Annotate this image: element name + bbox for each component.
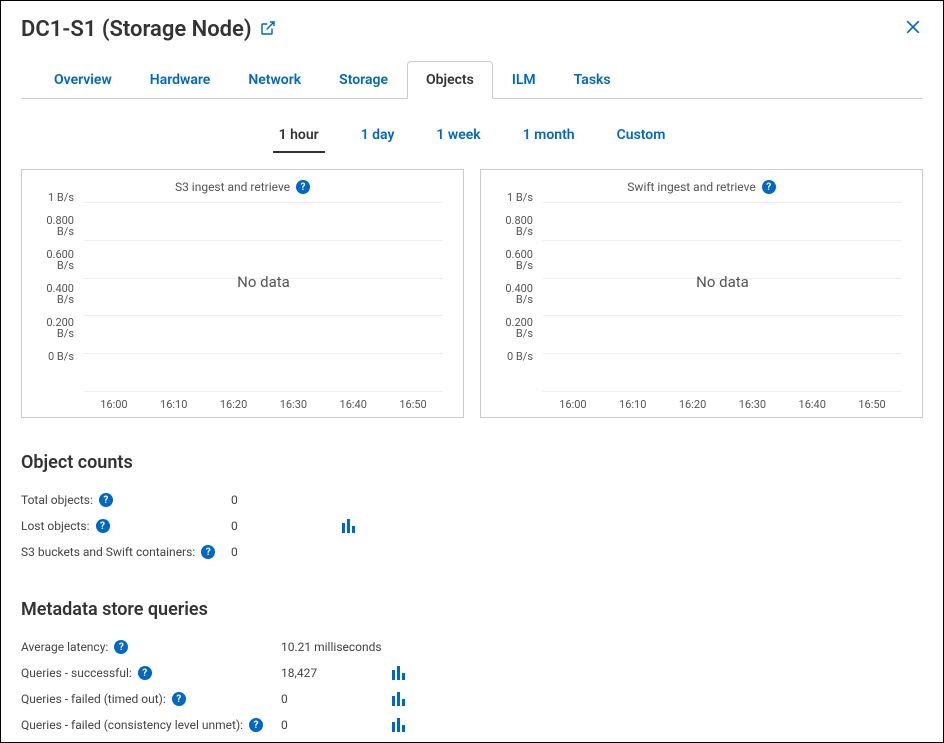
help-icon[interactable]: ? xyxy=(201,545,215,559)
data-row: Queries - successful: ?18,427 xyxy=(21,660,923,686)
row-value: 0 xyxy=(231,519,341,533)
help-icon[interactable]: ? xyxy=(99,493,113,507)
row-label: S3 buckets and Swift containers: ? xyxy=(21,545,231,559)
y-axis-labels: 1 B/s 0.800 B/s 0.600 B/s 0.400 B/s 0.20… xyxy=(487,196,533,366)
tab-storage[interactable]: Storage xyxy=(320,61,407,99)
help-icon[interactable]: ? xyxy=(296,180,310,194)
row-value: 0 xyxy=(281,692,391,706)
row-label: Total objects: ? xyxy=(21,493,231,507)
row-value: 0 xyxy=(281,718,391,732)
chart-swift-ingest: Swift ingest and retrieve ? 1 B/s 0.800 … xyxy=(480,169,923,418)
chart-icon[interactable] xyxy=(391,666,407,680)
data-row: Average latency: ?10.21 milliseconds xyxy=(21,634,923,660)
chart-icon[interactable] xyxy=(391,718,407,732)
help-icon[interactable]: ? xyxy=(138,666,152,680)
row-value: 0 xyxy=(231,545,341,559)
object-counts-heading: Object counts xyxy=(21,452,923,473)
close-icon[interactable] xyxy=(903,17,923,43)
time-1hour[interactable]: 1 hour xyxy=(273,119,325,153)
row-label: Average latency: ? xyxy=(21,640,281,654)
x-axis-labels: 16:00 16:10 16:20 16:30 16:40 16:50 xyxy=(84,398,443,411)
time-range-tabs: 1 hour 1 day 1 week 1 month Custom xyxy=(21,119,923,153)
help-icon[interactable]: ? xyxy=(96,519,110,533)
tab-objects[interactable]: Objects xyxy=(407,61,493,99)
external-link-icon[interactable] xyxy=(260,17,276,42)
chart-icon[interactable] xyxy=(341,519,357,533)
chart-title-text: S3 ingest and retrieve xyxy=(175,180,290,194)
tab-tasks[interactable]: Tasks xyxy=(555,61,630,99)
row-label: Queries - successful: ? xyxy=(21,666,281,680)
chart-icon[interactable] xyxy=(391,692,407,706)
data-row: Queries - failed (consistency level unme… xyxy=(21,712,923,738)
tab-overview[interactable]: Overview xyxy=(35,61,131,99)
no-data-text: No data xyxy=(696,273,749,291)
data-row: Lost objects: ?0 xyxy=(21,513,923,539)
tab-network[interactable]: Network xyxy=(229,61,320,99)
chart-title-text: Swift ingest and retrieve xyxy=(627,180,755,194)
help-icon[interactable]: ? xyxy=(249,718,263,732)
row-value: 0 xyxy=(231,493,341,507)
data-row: Total objects: ?0 xyxy=(21,487,923,513)
data-row: S3 buckets and Swift containers: ?0 xyxy=(21,539,923,565)
row-label: Lost objects: ? xyxy=(21,519,231,533)
time-1month[interactable]: 1 month xyxy=(517,119,581,153)
time-custom[interactable]: Custom xyxy=(611,119,672,153)
tab-hardware[interactable]: Hardware xyxy=(131,61,230,99)
metadata-queries-heading: Metadata store queries xyxy=(21,599,923,620)
chart-s3-ingest: S3 ingest and retrieve ? 1 B/s 0.800 B/s… xyxy=(21,169,464,418)
page-title: DC1-S1 (Storage Node) xyxy=(21,17,276,42)
help-icon[interactable]: ? xyxy=(114,640,128,654)
tab-ilm[interactable]: ILM xyxy=(493,61,555,99)
data-row: Queries - failed (timed out): ?0 xyxy=(21,686,923,712)
row-label: Queries - failed (consistency level unme… xyxy=(21,718,281,732)
y-axis-labels: 1 B/s 0.800 B/s 0.600 B/s 0.400 B/s 0.20… xyxy=(28,196,74,366)
time-1day[interactable]: 1 day xyxy=(355,119,401,153)
row-label: Queries - failed (timed out): ? xyxy=(21,692,281,706)
main-tabs: Overview Hardware Network Storage Object… xyxy=(21,61,923,99)
row-value: 18,427 xyxy=(281,666,391,680)
help-icon[interactable]: ? xyxy=(172,692,186,706)
title-text: DC1-S1 (Storage Node) xyxy=(21,17,252,42)
time-1week[interactable]: 1 week xyxy=(430,119,486,153)
x-axis-labels: 16:00 16:10 16:20 16:30 16:40 16:50 xyxy=(543,398,902,411)
row-value: 10.21 milliseconds xyxy=(281,640,391,654)
help-icon[interactable]: ? xyxy=(762,180,776,194)
no-data-text: No data xyxy=(237,273,290,291)
